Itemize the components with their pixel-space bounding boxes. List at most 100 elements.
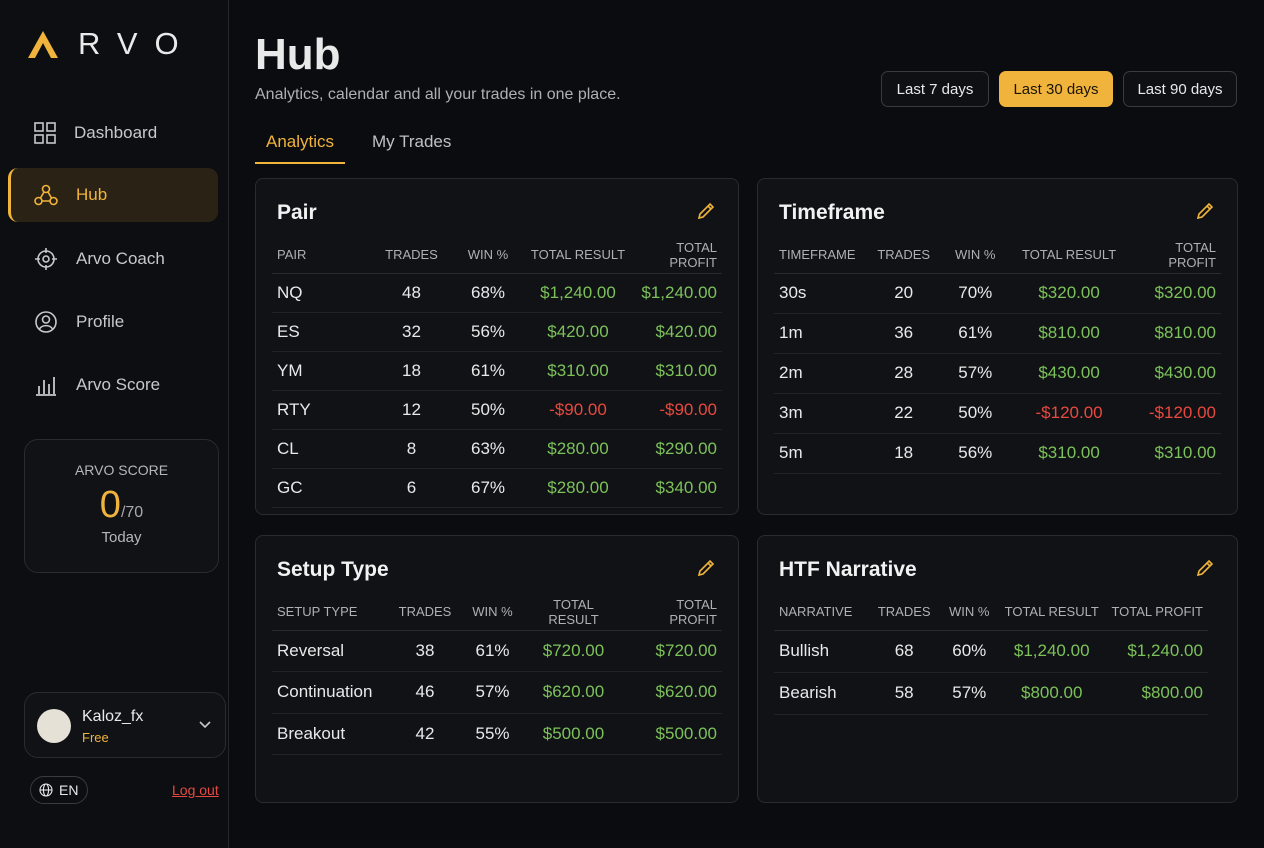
cell: $320.00 (1122, 273, 1221, 314)
cell: 18 (872, 433, 936, 474)
avatar (37, 709, 71, 743)
cell: GC (272, 468, 371, 508)
cell: $720.00 (524, 630, 623, 672)
cell: 30s (774, 273, 873, 314)
table-row: NQ 48 68% $1,240.00 $1,240.00 (272, 273, 722, 313)
edit-button[interactable] (1195, 201, 1215, 226)
column-header: TIMEFRAME (774, 237, 873, 274)
cell: 1m (774, 313, 873, 354)
cell: 50% (452, 390, 524, 430)
cell: $430.00 (1015, 353, 1123, 394)
range-button[interactable]: Last 90 days (1123, 71, 1237, 107)
nav-item[interactable]: Arvo Score (8, 358, 218, 412)
nav-item[interactable]: Dashboard (8, 106, 218, 160)
edit-button[interactable] (696, 558, 716, 583)
data-table: PAIR TRADES WIN % TOTAL RESULT TOTAL PROFIT N… (272, 237, 722, 508)
edit-button[interactable] (1195, 558, 1215, 583)
cell: $810.00 (1015, 313, 1123, 354)
logout-link[interactable]: Log out (172, 782, 219, 798)
data-table: SETUP TYPE TRADES WIN % TOTAL RESULT TOTAL P… (272, 594, 722, 755)
header-row: TIMEFRAME TRADES WIN % TOTAL RESULT TOTAL PR… (774, 237, 1221, 274)
user-card[interactable]: Kaloz_fx Free (24, 692, 226, 758)
cell: 61% (452, 351, 524, 391)
table-row: Continuation 46 57% $620.00 $620.00 (272, 671, 722, 714)
cell: ES (272, 312, 371, 352)
cell: $420.00 (524, 312, 632, 352)
logo-text: RVO (78, 26, 196, 61)
cell: 18 (371, 351, 452, 391)
table-row: 2m 28 57% $430.00 $430.00 (774, 353, 1221, 394)
table-row: RTY 12 50% -$90.00 -$90.00 (272, 390, 722, 430)
cell: $800.00 (999, 672, 1104, 715)
cell: 22 (872, 393, 936, 434)
cell: Reversal (272, 630, 389, 672)
cell: Breakout (272, 713, 389, 755)
cell: 12 (371, 390, 452, 430)
cell: Bearish (774, 672, 870, 715)
cell: 57% (461, 671, 524, 714)
column-header: TOTAL RESULT (524, 237, 632, 274)
nav-item[interactable]: Hub (8, 168, 218, 222)
cell: 56% (452, 312, 524, 352)
table-row: CL 8 63% $280.00 $290.00 (272, 429, 722, 469)
cell: $800.00 (1103, 672, 1208, 715)
cell: 50% (935, 393, 1016, 434)
cell: 55% (461, 713, 524, 755)
cell: 20 (872, 273, 936, 314)
cell: $1,240.00 (524, 273, 632, 313)
column-header: TOTAL PROFIT (1122, 237, 1221, 274)
cell: $620.00 (623, 671, 722, 714)
cell: 57% (935, 353, 1016, 394)
cell: 58 (869, 672, 939, 715)
language-button[interactable]: EN (30, 776, 88, 804)
column-header: TOTAL RESULT (999, 594, 1104, 631)
cell: 6 (371, 468, 452, 508)
cell: 70% (935, 273, 1016, 314)
logo-mark (28, 31, 58, 58)
tab[interactable]: My Trades (372, 132, 452, 151)
edit-button[interactable] (696, 201, 716, 226)
tab[interactable]: Analytics (255, 132, 346, 164)
table-row: 3m 22 50% -$120.00 -$120.00 (774, 393, 1221, 434)
cell: 2m (774, 353, 873, 394)
cell: -$120.00 (1122, 393, 1221, 434)
cell: $280.00 (524, 429, 632, 469)
column-header: PAIR (272, 237, 371, 274)
panel-title: HTF Narrative (779, 558, 917, 581)
user-plan: Free (82, 730, 109, 745)
nav-label: Profile (76, 312, 125, 331)
cell: 60% (938, 630, 1000, 673)
nav-item[interactable]: Arvo Coach (8, 232, 218, 286)
table-row: ES 32 56% $420.00 $420.00 (272, 312, 722, 352)
score-label: ARVO SCORE (74, 462, 169, 478)
cell: 8 (371, 429, 452, 469)
nav-item[interactable]: Profile (8, 295, 218, 349)
cell: 63% (452, 429, 524, 469)
range-button[interactable]: Last 7 days (881, 71, 989, 107)
range-button[interactable]: Last 30 days (999, 71, 1113, 107)
logo: RVO (26, 26, 196, 62)
header-row: NARRATIVE TRADES WIN % TOTAL RESULT TOTAL PR… (774, 594, 1208, 631)
nav-label: Arvo Score (76, 375, 161, 394)
cell: 61% (461, 630, 524, 672)
column-header: TOTAL PROFIT (1103, 594, 1208, 631)
cell: CL (272, 429, 371, 469)
language: EN (59, 782, 79, 798)
cell: $720.00 (623, 630, 722, 672)
cell: $340.00 (632, 468, 722, 508)
cell: $500.00 (524, 713, 623, 755)
cell: 36 (872, 313, 936, 354)
cell: $430.00 (1122, 353, 1221, 394)
cell: -$120.00 (1015, 393, 1123, 434)
user-name: Kaloz_fx (82, 708, 144, 725)
column-header: WIN % (461, 594, 524, 631)
cell: $420.00 (632, 312, 722, 352)
cell: NQ (272, 273, 371, 313)
cell: YM (272, 351, 371, 391)
column-header: WIN % (935, 237, 1016, 274)
cell: 67% (452, 468, 524, 508)
score-number: 0 (99, 484, 121, 526)
cell: 48 (371, 273, 452, 313)
cell: 3m (774, 393, 873, 434)
